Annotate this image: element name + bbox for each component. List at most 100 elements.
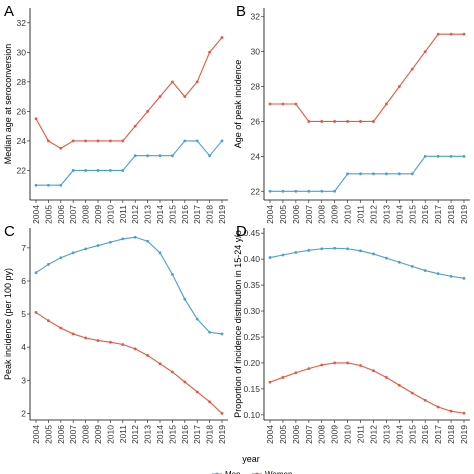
- x-tick-label: 2009: [93, 425, 103, 444]
- data-point-women: [372, 369, 375, 373]
- data-point-women: [59, 146, 63, 150]
- y-tick-label: 24: [251, 151, 261, 161]
- x-tick-label: 2018: [205, 425, 215, 444]
- x-tick-label: 2012: [130, 205, 140, 224]
- data-point-men: [183, 139, 187, 143]
- data-point-men: [333, 189, 337, 193]
- data-point-men: [307, 248, 311, 252]
- data-point-men: [71, 251, 75, 255]
- data-point-men: [462, 276, 466, 280]
- data-point-men: [385, 172, 388, 176]
- x-tick-label: 2014: [394, 425, 404, 444]
- data-point-men: [462, 154, 466, 158]
- data-point-women: [436, 32, 440, 36]
- y-tick-label: 0.45: [243, 228, 260, 238]
- data-point-women: [385, 376, 388, 379]
- y-tick-label: 4: [21, 342, 26, 352]
- data-point-women: [449, 32, 453, 36]
- legend-label-women: Women: [265, 470, 292, 474]
- data-point-women: [121, 139, 125, 143]
- x-tick-label: 2018: [446, 205, 456, 224]
- data-point-men: [208, 154, 212, 158]
- data-point-men: [195, 317, 199, 321]
- legend: Men Women: [212, 470, 292, 474]
- data-point-men: [333, 246, 337, 250]
- data-point-women: [47, 139, 50, 143]
- panel-letter: C: [4, 223, 15, 240]
- y-tick-label: 0.25: [243, 332, 260, 342]
- data-point-men: [34, 271, 38, 275]
- data-point-women: [208, 50, 212, 54]
- data-point-women: [410, 67, 414, 71]
- x-tick-label: 2017: [192, 425, 202, 444]
- data-point-women: [346, 120, 349, 123]
- data-point-men: [158, 251, 162, 255]
- data-point-women: [34, 311, 38, 314]
- data-point-men: [71, 169, 75, 172]
- series-line-women: [35, 37, 223, 149]
- data-point-men: [449, 154, 453, 158]
- x-tick-label: 2010: [343, 205, 353, 224]
- data-point-women: [59, 326, 63, 330]
- panel-letter: B: [236, 3, 246, 20]
- data-point-men: [410, 172, 414, 176]
- x-tick-label: 2005: [278, 205, 288, 224]
- data-point-women: [84, 139, 87, 143]
- x-tick-label: 2005: [43, 425, 53, 444]
- data-point-men: [59, 183, 63, 187]
- y-axis-title: Peak incidence (per 100 py): [3, 268, 13, 380]
- data-point-men: [96, 244, 100, 247]
- data-point-women: [449, 409, 453, 413]
- x-tick-label: 2008: [81, 205, 91, 224]
- x-tick-label: 2011: [118, 425, 128, 444]
- data-point-women: [294, 371, 298, 375]
- data-point-men: [397, 260, 401, 264]
- data-point-men: [372, 252, 375, 256]
- x-tick-label: 2016: [180, 205, 190, 224]
- x-tick-label: 2004: [265, 425, 275, 444]
- data-point-men: [281, 189, 285, 193]
- data-point-men: [171, 272, 174, 276]
- data-point-men: [320, 189, 324, 193]
- data-point-men: [320, 247, 324, 251]
- x-tick-label: 2018: [205, 205, 215, 224]
- y-tick-label: 22: [251, 186, 261, 196]
- data-point-men: [268, 189, 272, 193]
- x-tick-label: 2019: [217, 205, 227, 224]
- data-point-men: [133, 154, 137, 158]
- x-tick-label: 2009: [93, 205, 103, 224]
- series-line-women: [269, 362, 465, 414]
- panel-letter: D: [236, 223, 247, 240]
- data-point-women: [268, 102, 272, 106]
- y-tick-label: 24: [17, 136, 27, 146]
- data-point-men: [359, 249, 362, 253]
- data-point-men: [158, 154, 162, 158]
- x-tick-label: 2015: [167, 425, 177, 444]
- series-line-men: [269, 247, 465, 279]
- data-point-men: [220, 332, 224, 336]
- y-axis-title: Median age at seroconversion: [3, 44, 13, 165]
- y-tick-label: 5: [21, 309, 26, 319]
- x-tick-label: 2006: [291, 425, 301, 444]
- x-tick-label: 2009: [330, 205, 340, 224]
- data-point-women: [96, 139, 100, 143]
- data-point-women: [121, 343, 125, 346]
- data-point-women: [281, 102, 285, 106]
- x-tick-label: 2013: [143, 205, 153, 224]
- x-tick-label: 2017: [433, 205, 443, 224]
- x-tick-label: 2008: [317, 425, 327, 444]
- data-point-women: [333, 120, 337, 123]
- data-point-women: [183, 380, 187, 384]
- y-tick-label: 6: [21, 276, 26, 286]
- data-point-women: [320, 363, 324, 367]
- data-point-women: [84, 336, 87, 340]
- x-tick-label: 2009: [330, 425, 340, 444]
- y-tick-label: 3: [21, 375, 26, 385]
- y-tick-label: 32: [251, 12, 261, 22]
- y-tick-label: 0.15: [243, 384, 260, 394]
- x-tick-label: 2011: [356, 205, 366, 224]
- data-point-women: [71, 139, 75, 143]
